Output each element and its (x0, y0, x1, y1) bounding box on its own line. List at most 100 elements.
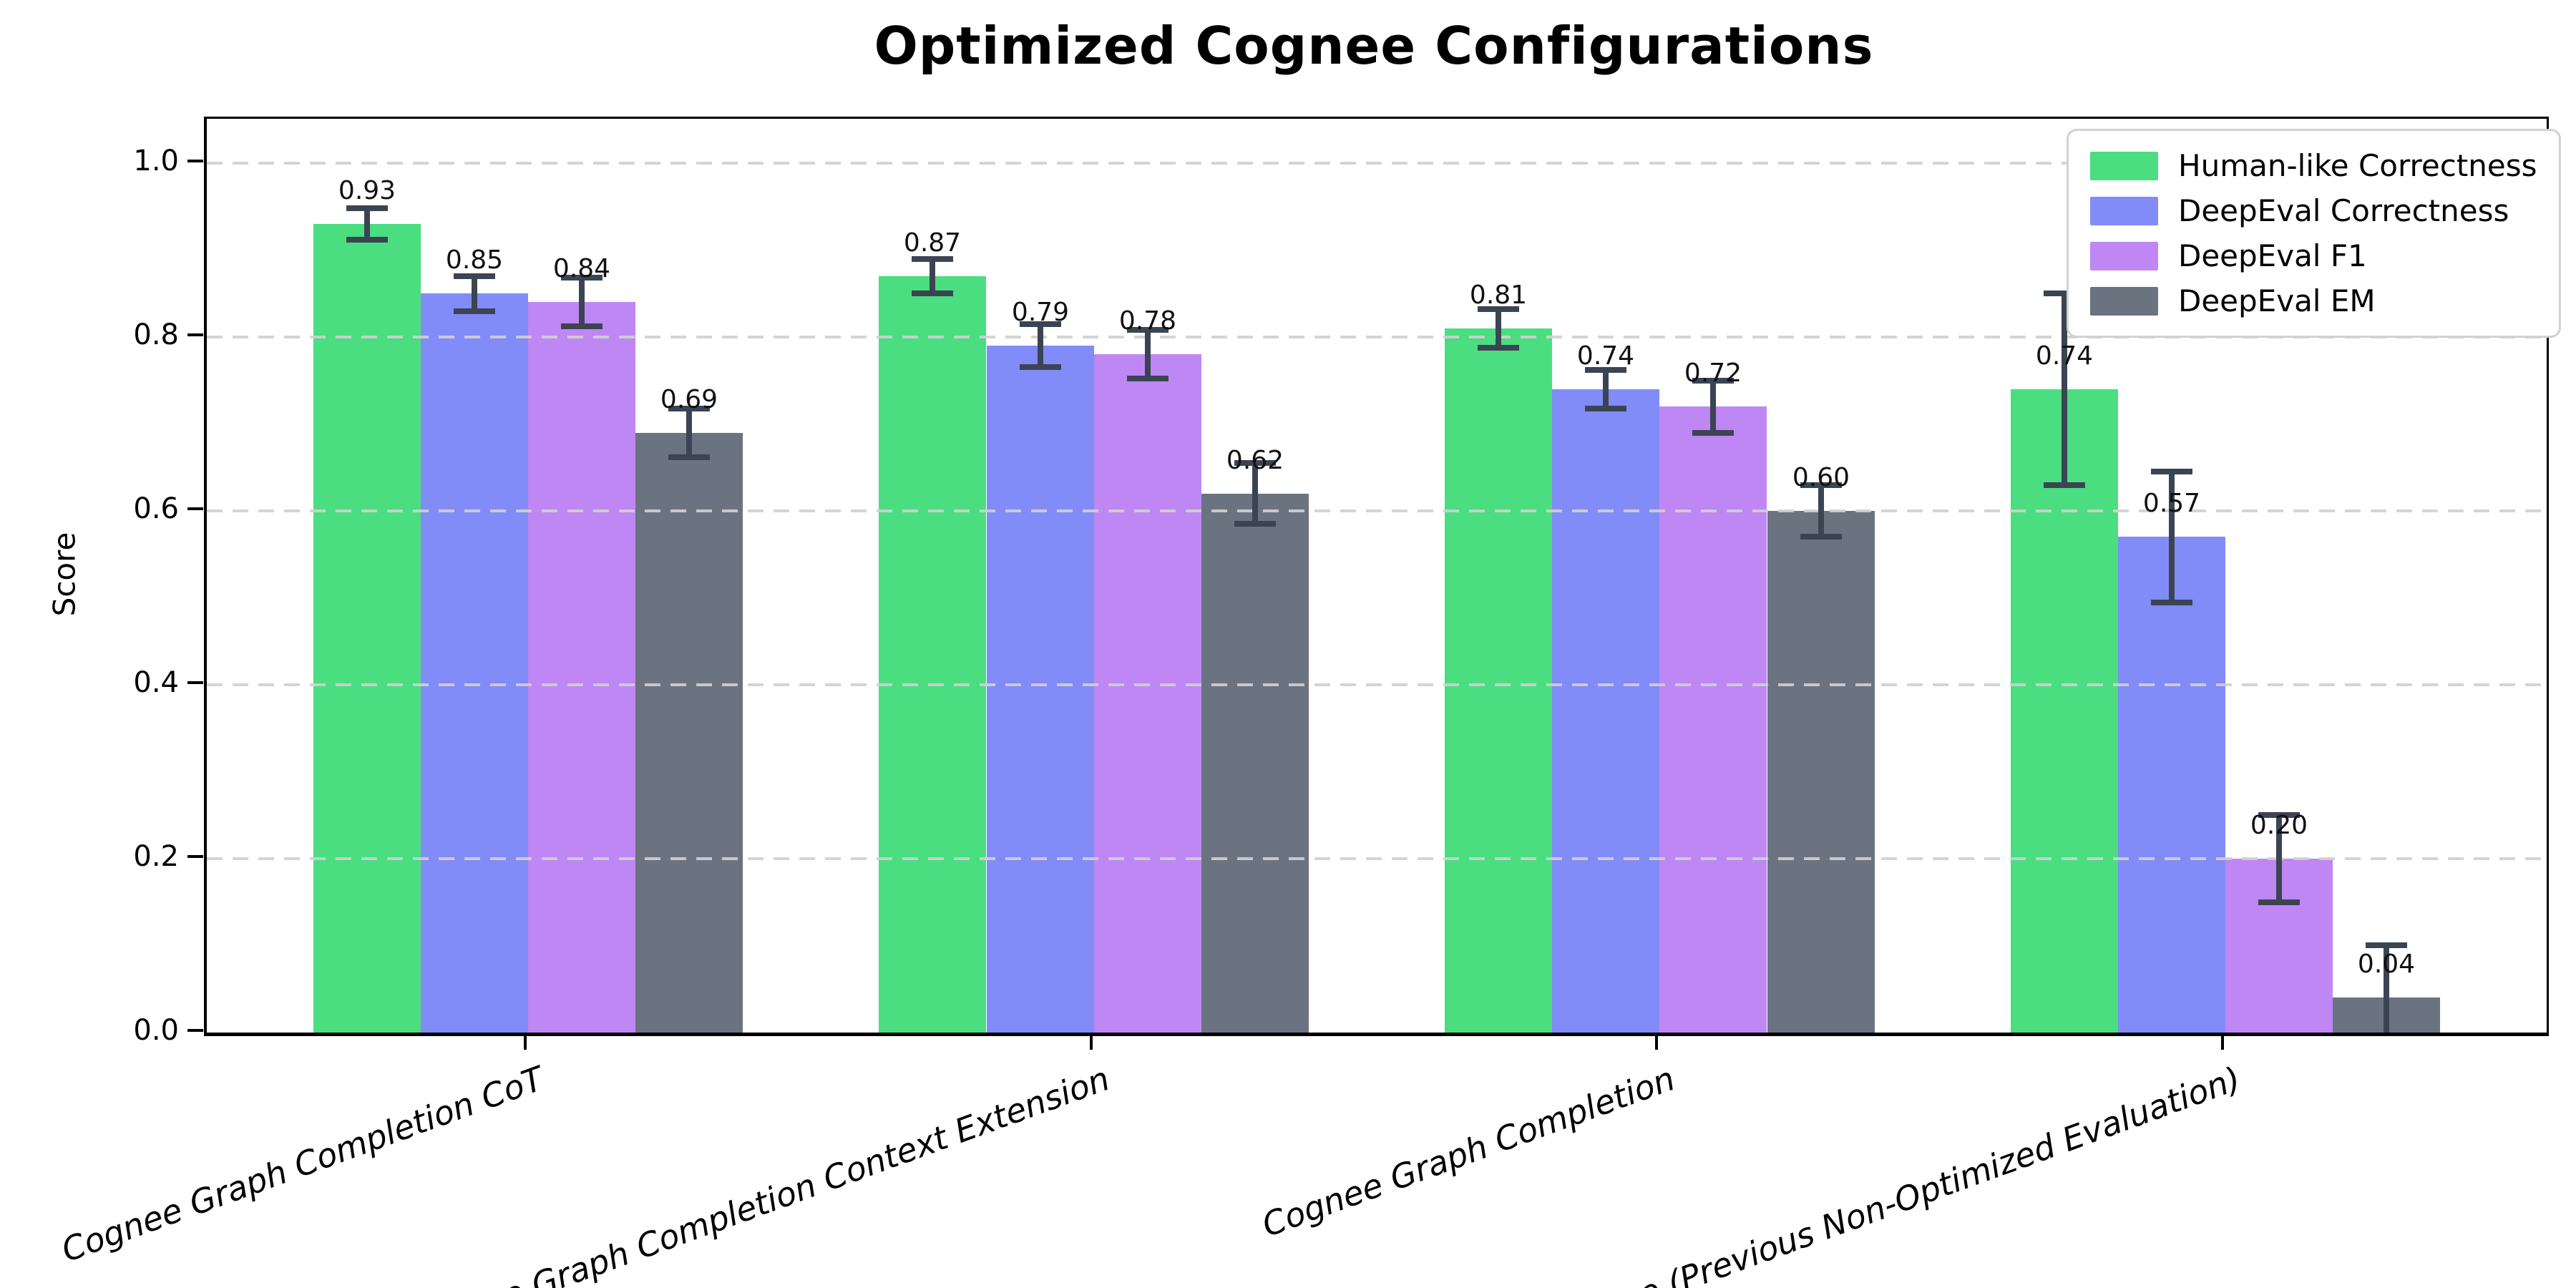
legend-label: Human-like Correctness (2178, 148, 2537, 183)
x-tick-mark (524, 1034, 527, 1050)
error-bar-line (364, 208, 370, 240)
error-bar-cap-bottom (561, 323, 602, 329)
error-bar-cap-bottom (2151, 600, 2192, 605)
y-tick-label: 0.0 (133, 1014, 179, 1047)
bar-value-label: 0.04 (2357, 950, 2416, 979)
gridline (207, 683, 2547, 686)
bar (2118, 537, 2225, 1033)
gridline (207, 161, 2547, 165)
error-bar-line (930, 259, 935, 294)
bar (528, 302, 635, 1033)
bar-value-label: 0.57 (2142, 489, 2201, 518)
y-tick-label: 0.6 (133, 492, 179, 525)
error-bar-cap-bottom (1478, 345, 1519, 351)
chart-title: Optimized Cognee Configurations (874, 16, 1874, 76)
bar-value-label: 0.72 (1684, 358, 1742, 388)
bar (1094, 354, 1201, 1033)
bar (313, 224, 421, 1033)
error-bar-cap-top (1478, 306, 1519, 312)
error-bar-cap-bottom (1800, 534, 1842, 540)
error-bar-cap-bottom (2258, 899, 2300, 905)
error-bar-cap-bottom (346, 237, 388, 243)
y-tick-label: 0.2 (133, 840, 179, 873)
error-bar-cap-top (2258, 812, 2300, 818)
error-bar-cap-top (912, 256, 953, 262)
error-bar-cap-bottom (2044, 482, 2085, 488)
y-tick-mark (187, 1029, 203, 1032)
error-bar-cap-bottom (912, 291, 953, 296)
bar (1552, 389, 1659, 1033)
error-bar-cap-top (2151, 469, 2192, 474)
legend-swatch-icon (2090, 241, 2158, 270)
bar-value-label: 0.74 (1576, 341, 1635, 371)
error-bar-cap-bottom (1234, 521, 1276, 527)
bar (2011, 389, 2118, 1033)
error-bar-cap-top (346, 205, 388, 211)
bar-value-label: 0.79 (1011, 298, 1070, 327)
error-bar-cap-bottom (1585, 406, 1626, 411)
bar-value-label: 0.81 (1469, 280, 1528, 310)
error-bar-line (1710, 381, 1716, 433)
bar-value-label: 0.60 (1792, 463, 1850, 492)
legend-label: DeepEval Correctness (2178, 193, 2509, 228)
y-tick-label: 0.8 (133, 318, 179, 351)
bar-value-label: 0.78 (1118, 306, 1177, 336)
legend-item: DeepEval Correctness (2090, 193, 2537, 228)
bar (879, 276, 986, 1033)
bar-value-label: 0.85 (445, 245, 504, 275)
legend-item: DeepEval F1 (2090, 238, 2537, 273)
error-bar-cap-top (1234, 460, 1276, 466)
legend: Human-like Correctness DeepEval Correctne… (2067, 129, 2561, 338)
error-bar-line (579, 278, 585, 326)
bar-value-label: 0.74 (2035, 341, 2094, 371)
bar (421, 293, 528, 1033)
error-bar-cap-top (561, 275, 602, 280)
bar (1659, 406, 1767, 1033)
bar-value-label: 0.93 (338, 176, 396, 205)
error-bar-line (2062, 293, 2067, 484)
legend-label: DeepEval F1 (2178, 238, 2367, 273)
error-bar-line (2169, 472, 2175, 602)
error-bar-cap-bottom (1127, 376, 1169, 381)
error-bar-cap-top (1127, 327, 1169, 333)
error-bar-line (1496, 309, 1501, 347)
x-tick-mark (1655, 1034, 1658, 1050)
bar (635, 433, 743, 1033)
y-tick-mark (187, 681, 203, 684)
error-bar-line (1603, 370, 1609, 408)
y-tick-label: 1.0 (133, 145, 179, 177)
error-bar-cap-top (1585, 367, 1626, 373)
gridline (207, 509, 2547, 512)
error-bar-line (2276, 815, 2282, 902)
error-bar-line (686, 409, 692, 457)
x-tick-mark (2221, 1034, 2224, 1050)
bar (987, 346, 1094, 1033)
y-tick-mark (187, 160, 203, 162)
error-bar-cap-top (2366, 942, 2407, 948)
bar-value-label: 0.69 (660, 385, 718, 414)
x-tick-label: Cognee Graph Completion (1257, 1059, 1680, 1245)
bar-value-label: 0.84 (552, 254, 611, 283)
bar-value-label: 0.20 (2250, 811, 2308, 840)
y-tick-label: 0.4 (133, 666, 179, 699)
error-bar-cap-top (454, 273, 495, 279)
legend-label: DeepEval EM (2178, 283, 2376, 318)
error-bar-cap-bottom (1692, 430, 1734, 436)
error-bar-cap-top (1020, 321, 1061, 327)
legend-swatch-icon (2090, 196, 2158, 225)
error-bar-line (1145, 330, 1151, 379)
legend-swatch-icon (2090, 286, 2158, 316)
error-bar-cap-bottom (454, 308, 495, 314)
legend-item: DeepEval EM (2090, 283, 2537, 318)
bar (1201, 494, 1309, 1033)
error-bar-cap-bottom (668, 454, 710, 460)
error-bar-cap-top (1692, 378, 1734, 384)
error-bar-line (1252, 463, 1258, 524)
error-bar-cap-top (668, 406, 710, 411)
error-bar-line (1818, 485, 1824, 537)
y-tick-mark (187, 333, 203, 336)
error-bar-line (472, 276, 477, 311)
gridline (207, 857, 2547, 860)
x-tick-label: Cognee Graph Completion CoT (57, 1059, 549, 1270)
bar-value-label: 0.87 (903, 228, 962, 258)
